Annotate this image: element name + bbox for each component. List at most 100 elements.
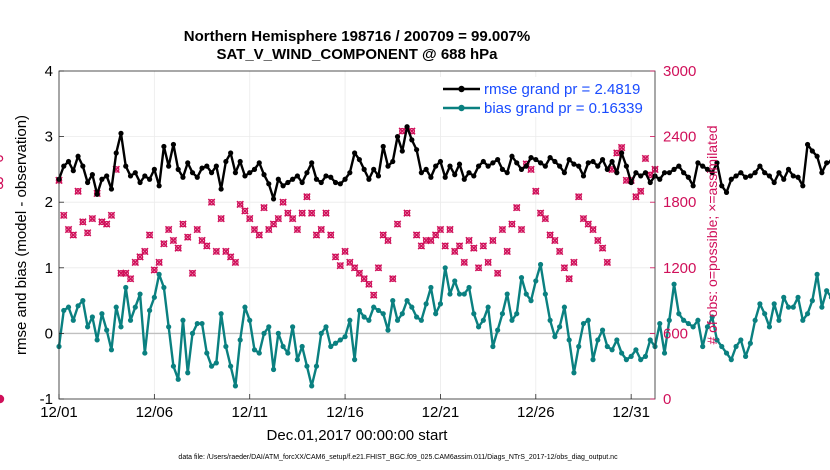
x-tick-label: 12/26 xyxy=(517,404,555,421)
bias-point xyxy=(762,311,768,317)
rmse-point xyxy=(404,124,410,130)
obs-possible-marker xyxy=(499,226,506,233)
obs-possible-marker xyxy=(580,215,587,222)
obs-assimilated-marker xyxy=(479,242,488,250)
rmse-point xyxy=(270,196,277,202)
rmse-point xyxy=(537,160,544,166)
y-tick-label: 2 xyxy=(45,194,53,211)
bias-point xyxy=(542,291,548,297)
obs-possible-marker xyxy=(279,198,287,206)
bias-point xyxy=(728,357,734,363)
rmse-point xyxy=(166,163,172,169)
obs-possible-marker xyxy=(289,215,296,222)
bias-point xyxy=(466,284,472,291)
bias-point xyxy=(280,343,286,350)
rmse-point xyxy=(700,163,706,169)
bias-point xyxy=(623,357,629,363)
y2-tick-label: 600 xyxy=(663,325,688,342)
obs-possible-marker xyxy=(332,253,339,261)
rmse-point xyxy=(161,143,167,150)
obs-possible-marker xyxy=(570,259,578,266)
rmse-point xyxy=(218,186,224,192)
rmse-point xyxy=(366,176,372,182)
rmse-point xyxy=(65,158,72,165)
rmse-point xyxy=(599,156,606,163)
rmse-point xyxy=(442,174,448,180)
rmse-point xyxy=(790,173,796,179)
rmse-point xyxy=(647,179,653,186)
bias-point xyxy=(509,317,515,323)
obs-possible-marker xyxy=(542,215,549,222)
bias-point xyxy=(785,304,792,310)
rmse-point xyxy=(809,148,815,154)
rmse-point xyxy=(75,153,81,159)
obs-assimilated-marker xyxy=(441,242,449,250)
obs-assimilated-marker xyxy=(174,244,182,252)
bias-point xyxy=(676,311,682,317)
obs-possible-marker xyxy=(217,215,225,222)
x-tick-label: 12/01 xyxy=(40,404,78,421)
bias-point xyxy=(475,324,482,330)
bias-point xyxy=(518,275,525,281)
legend-label-bias: bias grand pr = 0.16339 xyxy=(484,100,643,117)
rmse-point xyxy=(800,183,806,189)
rmse-point xyxy=(757,163,763,169)
rmse-point xyxy=(495,156,501,163)
obs-possible-marker xyxy=(565,275,573,282)
x-tick-label: 12/16 xyxy=(326,404,364,421)
obs-assimilated-marker xyxy=(389,275,397,283)
obs-assimilated-marker xyxy=(551,236,559,245)
rmse-point xyxy=(471,173,477,179)
bias-point xyxy=(347,317,353,323)
obs-assimilated-marker xyxy=(169,236,178,245)
obs-possible-marker xyxy=(213,248,220,255)
obs-possible-marker xyxy=(642,155,649,162)
bias-point xyxy=(361,314,367,320)
bias-point xyxy=(485,304,491,310)
bias-point xyxy=(108,347,115,353)
obs-possible-marker xyxy=(365,280,373,288)
bias-point xyxy=(104,327,110,333)
obs-assimilated-marker xyxy=(498,225,507,234)
rmse-point xyxy=(118,130,124,136)
rmse-point xyxy=(585,160,591,166)
rmse-point xyxy=(485,163,491,169)
obs-possible-marker xyxy=(179,220,187,228)
obs-assimilated-marker xyxy=(307,209,316,217)
obs-possible-marker xyxy=(427,237,435,244)
rmse-point xyxy=(504,170,510,176)
rmse-point xyxy=(428,174,434,180)
rmse-point xyxy=(313,176,320,182)
rmse-point xyxy=(142,173,148,179)
legend-marker-rmse xyxy=(458,85,465,93)
rmse-point xyxy=(108,186,115,192)
rmse-point xyxy=(533,156,539,163)
rmse-point xyxy=(776,170,782,176)
obs-assimilated-marker xyxy=(83,229,92,237)
obs-assimilated-marker xyxy=(493,269,502,277)
bias-point xyxy=(185,370,191,376)
obs-possible-marker xyxy=(160,240,168,247)
obs-assimilated-marker xyxy=(636,187,645,195)
legend-label-rmse: rmse grand pr = 2.4819 xyxy=(484,81,640,98)
legend-marker-bias xyxy=(458,104,465,112)
obs-assimilated-marker xyxy=(102,220,111,228)
obs-possible-marker xyxy=(508,220,516,228)
obs-possible-marker xyxy=(294,226,301,233)
y-axis-ticks: -1 0 1 2 3 4 xyxy=(40,63,64,408)
obs-possible-marker xyxy=(356,270,363,277)
obs-assimilated-marker xyxy=(255,231,263,239)
bias-point xyxy=(247,317,253,323)
bias-point xyxy=(228,363,234,369)
bias-point xyxy=(80,298,86,304)
obs-possible-marker xyxy=(465,237,473,244)
rmse-point xyxy=(189,170,196,176)
rmse-point xyxy=(795,174,801,180)
rmse-point xyxy=(309,160,315,166)
rmse-point xyxy=(747,173,753,179)
bias-point xyxy=(151,294,157,300)
bias-point xyxy=(537,261,544,268)
y2-tick-label: 0 xyxy=(663,391,671,408)
obs-assimilated-marker xyxy=(145,231,154,239)
